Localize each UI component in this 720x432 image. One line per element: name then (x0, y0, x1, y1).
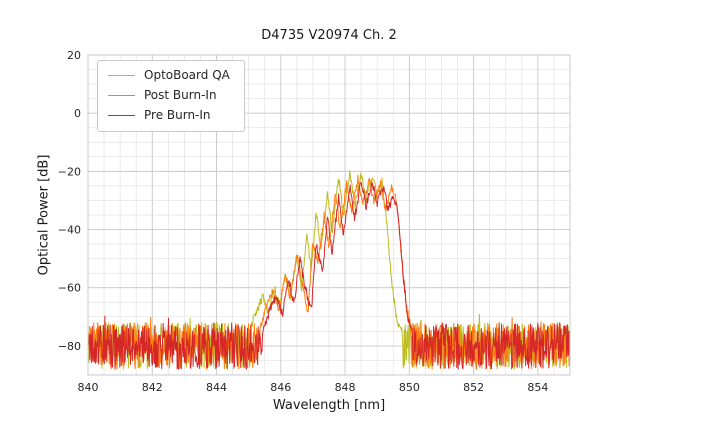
x-tick-label: 852 (463, 381, 484, 394)
legend-item-optoboard-qa: OptoBoard QA (108, 68, 230, 82)
legend-line-sample-post-burn-in (108, 95, 135, 97)
y-tick-label: −80 (58, 340, 81, 353)
y-tick-label: 0 (74, 107, 81, 120)
x-tick-label: 842 (142, 381, 163, 394)
x-tick-label: 850 (399, 381, 420, 394)
legend-label-post-burn-in: Post Burn-In (144, 88, 217, 103)
x-tick-label: 854 (527, 381, 548, 394)
series-line-pre-burn-in (87, 181, 571, 370)
x-axis-label: Wavelength [nm] (272, 398, 386, 413)
legend-line-sample-optoboard-qa (108, 75, 135, 77)
x-tick-label: 848 (335, 381, 356, 394)
y-tick-label: −60 (58, 282, 81, 295)
legend-label-pre-burn-in: Pre Burn-In (144, 108, 211, 123)
legend-item-post-burn-in: Post Burn-In (108, 88, 230, 103)
y-tick-label: −20 (58, 165, 81, 178)
y-tick-label: 20 (67, 49, 81, 62)
x-tick-label: 840 (78, 381, 99, 394)
legend-line-sample-pre-burn-in (108, 115, 135, 117)
legend-item-pre-burn-in: Pre Burn-In (108, 109, 230, 122)
axes-border (87, 54, 571, 376)
x-tick-label: 844 (206, 381, 227, 394)
x-tick-label: 846 (270, 381, 291, 394)
y-tick-label: −40 (58, 224, 81, 237)
legend: OptoBoard QA Post Burn-In Pre Burn-In (97, 60, 245, 132)
chart-title: D4735 V20974 Ch. 2 (261, 28, 397, 43)
y-axis-label: Optical Power [dB] (36, 154, 52, 276)
legend-label-optoboard-qa: OptoBoard QA (144, 68, 230, 82)
